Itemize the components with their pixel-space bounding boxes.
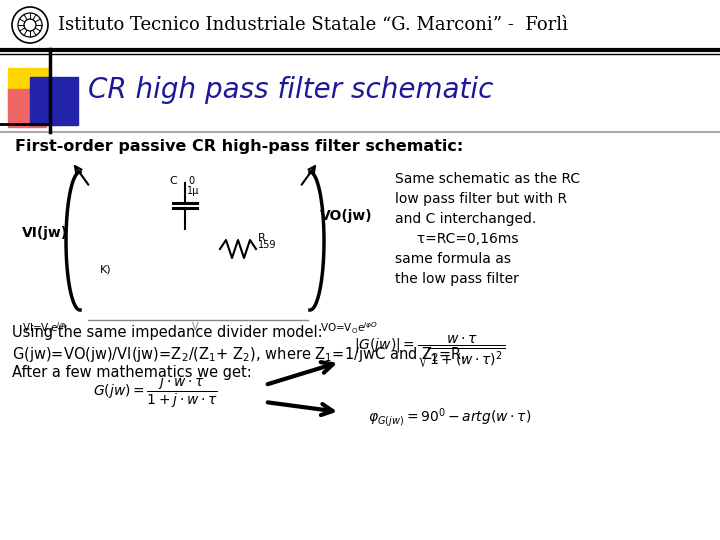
Text: VI(jw): VI(jw) [22,226,68,240]
Text: Same schematic as the RC: Same schematic as the RC [395,172,580,186]
Text: R: R [258,233,266,243]
Text: the low pass filter: the low pass filter [395,272,519,286]
Bar [40,86,68,114]
Text: low pass filter but with R: low pass filter but with R [395,192,567,206]
Text: $|G(jw)|=\dfrac{w\cdot\tau}{\sqrt{1+(w\cdot\tau)^2}}$: $|G(jw)|=\dfrac{w\cdot\tau}{\sqrt{1+(w\c… [354,334,506,370]
Text: VO=V$_{\rm O}$e$^{j\varphi O}$: VO=V$_{\rm O}$e$^{j\varphi O}$ [320,320,378,336]
Text: $\varphi_{G(jw)}=90^0-artg(w\cdot\tau)$: $\varphi_{G(jw)}=90^0-artg(w\cdot\tau)$ [369,407,531,429]
Text: 0: 0 [188,176,194,186]
Text: Using the same impedance divider model:: Using the same impedance divider model: [12,325,323,340]
Bar [8,89,46,127]
Bar [30,77,78,125]
Text: 1μ: 1μ [187,186,199,196]
Text: V: V [192,322,198,332]
Text: same formula as: same formula as [395,252,511,266]
Text: CR high pass filter schematic: CR high pass filter schematic [88,76,493,104]
Text: First-order passive CR high-pass filter schematic:: First-order passive CR high-pass filter … [15,139,463,154]
Text: C: C [169,176,176,186]
Text: τ=RC=0,16ms: τ=RC=0,16ms [395,232,518,246]
Text: 159: 159 [258,240,276,250]
Text: $G(jw)=\dfrac{j\cdot w\cdot\tau}{1+j\cdot w\cdot\tau}$: $G(jw)=\dfrac{j\cdot w\cdot\tau}{1+j\cdo… [93,374,217,410]
Text: G(jw)=VO(jw)/VI(jw)=Z$_2$/(Z$_1$+ Z$_2$), where Z$_1$=1/jwC and Z$_2$=R.: G(jw)=VO(jw)/VI(jw)=Z$_2$/(Z$_1$+ Z$_2$)… [12,345,466,364]
Text: K): K) [100,265,112,275]
Text: VI=V$_{\rm I}$e$^{j\varphi_I}$: VI=V$_{\rm I}$e$^{j\varphi_I}$ [22,320,67,336]
Text: and C interchanged.: and C interchanged. [395,212,536,226]
Text: After a few mathematics we get:: After a few mathematics we get: [12,365,252,380]
Text: VO(jw): VO(jw) [320,209,373,223]
Text: Istituto Tecnico Industriale Statale “G. Marconi” -  Forlì: Istituto Tecnico Industriale Statale “G.… [58,16,568,34]
Bar [8,68,50,110]
